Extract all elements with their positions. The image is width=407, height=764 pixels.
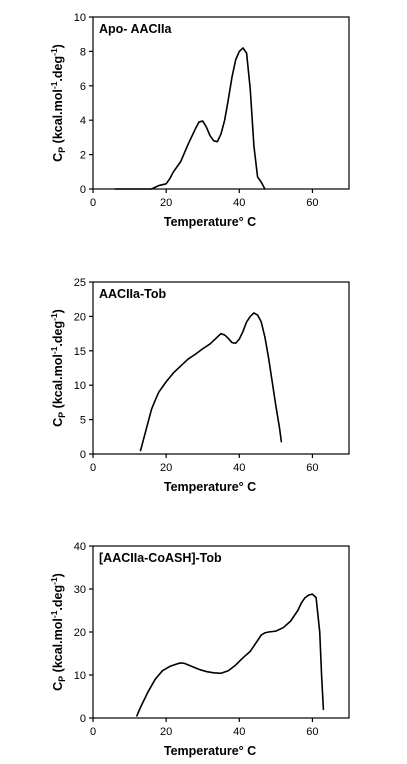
x-tick-label: 20 (160, 462, 172, 474)
y-tick-label: 2 (80, 150, 86, 162)
y-tick-label: 25 (74, 277, 86, 289)
y-tick-label: 0 (80, 184, 86, 196)
x-tick-label: 60 (306, 462, 318, 474)
x-tick-label: 20 (160, 726, 172, 738)
y-label-unit: (kcal.mol (51, 354, 65, 412)
y-label-close: ) (51, 44, 65, 48)
y-tick-label: 20 (74, 311, 86, 323)
x-tick-label: 40 (233, 197, 245, 209)
x-tick-label: 60 (306, 726, 318, 738)
y-axis-label: CP (kcal.mol-1.deg-1) (49, 309, 67, 427)
y-label-exp2: -1 (49, 313, 59, 321)
y-tick-label: 8 (80, 46, 86, 58)
y-label-c: C (51, 682, 65, 691)
y-label-deg: .deg (51, 56, 65, 82)
y-label-p: P (57, 412, 67, 418)
y-tick-label: 10 (74, 380, 86, 392)
chart-title: Apo- AACIIa (99, 22, 172, 36)
chart-panel-coash-tob: [AACIIa-CoASH]-Tob Temperature° C CP (kc… (49, 541, 350, 758)
plot-frame (92, 281, 350, 455)
y-label-c: C (51, 153, 65, 162)
x-tick-label: 0 (90, 462, 96, 474)
y-label-deg: .deg (51, 585, 65, 611)
x-tick-label: 0 (90, 197, 96, 209)
y-label-close: ) (51, 309, 65, 313)
y-axis-label: CP (kcal.mol-1.deg-1) (49, 573, 67, 691)
x-tick-label: 60 (306, 197, 318, 209)
plot-frame (92, 545, 350, 719)
series-line (136, 593, 325, 717)
axis-ticks: 0 20 40 60 0 5 10 15 20 25 (74, 277, 319, 474)
chart-title: [AACIIa-CoASH]-Tob (99, 551, 222, 565)
y-label-p: P (57, 147, 67, 153)
x-tick-label: 40 (233, 726, 245, 738)
y-label-unit: (kcal.mol (51, 618, 65, 676)
x-axis-label: Temperature° C (164, 480, 256, 494)
axis-ticks: 0 20 40 60 0 2 4 6 8 10 (74, 12, 319, 209)
axis-ticks: 0 20 40 60 0 10 20 30 40 (74, 541, 319, 738)
y-label-c: C (51, 418, 65, 427)
y-label-deg: .deg (51, 321, 65, 347)
chart-panel-tob: AACIIa-Tob Temperature° C CP (kcal.mol-1… (49, 277, 350, 494)
series-line (114, 47, 266, 190)
y-tick-label: 20 (74, 627, 86, 639)
y-tick-label: 30 (74, 584, 86, 596)
y-tick-label: 10 (74, 12, 86, 24)
y-label-close: ) (51, 573, 65, 577)
y-label-exp1: -1 (49, 346, 59, 354)
x-tick-label: 40 (233, 462, 245, 474)
y-label-exp2: -1 (49, 48, 59, 56)
y-tick-label: 10 (74, 670, 86, 682)
y-label-unit: (kcal.mol (51, 89, 65, 147)
y-tick-label: 6 (80, 81, 86, 93)
y-tick-label: 0 (80, 713, 86, 725)
y-tick-label: 15 (74, 346, 86, 358)
y-axis-label: CP (kcal.mol-1.deg-1) (49, 44, 67, 162)
series-line (139, 312, 283, 452)
y-tick-label: 5 (80, 415, 86, 427)
x-axis-label: Temperature° C (164, 744, 256, 758)
y-tick-label: 4 (80, 115, 86, 127)
chart-panel-apo: Apo- AACIIa Temperature° C CP (kcal.mol-… (49, 12, 350, 229)
x-axis-label: Temperature° C (164, 215, 256, 229)
y-label-p: P (57, 676, 67, 682)
plot-frame (92, 16, 350, 190)
y-label-exp1: -1 (49, 610, 59, 618)
y-label-exp2: -1 (49, 577, 59, 585)
y-tick-label: 0 (80, 449, 86, 461)
y-tick-label: 40 (74, 541, 86, 553)
x-tick-label: 20 (160, 197, 172, 209)
x-tick-label: 0 (90, 726, 96, 738)
chart-title: AACIIa-Tob (99, 287, 166, 301)
y-label-exp1: -1 (49, 81, 59, 89)
